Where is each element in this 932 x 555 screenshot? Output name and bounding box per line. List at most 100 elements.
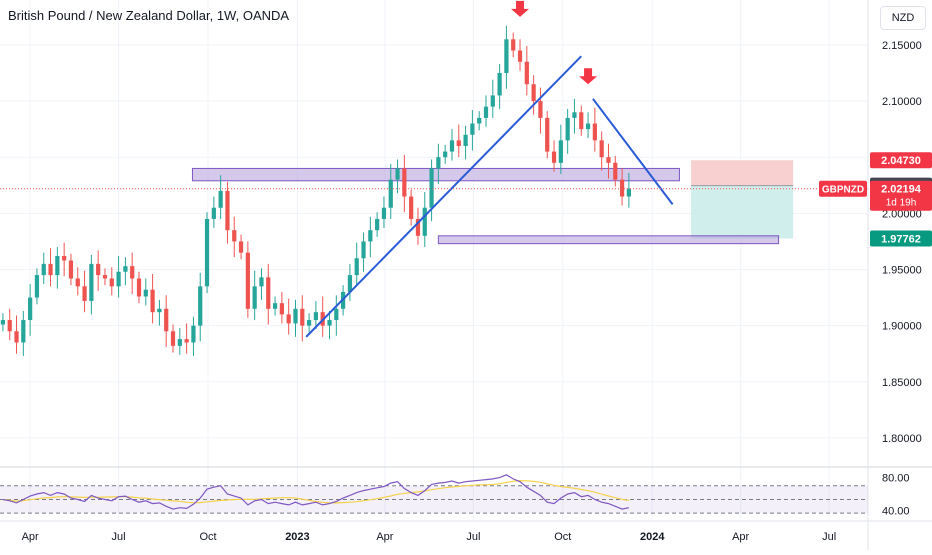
time-tick-label: Jul [466, 531, 480, 543]
candle-body [626, 188, 631, 197]
candle-body [463, 134, 468, 146]
stop-price-label-box [870, 152, 932, 169]
candle-body [531, 84, 536, 102]
candle-body [68, 260, 74, 279]
candle-body [34, 275, 40, 298]
target-price-label-box [870, 230, 932, 247]
candle-body [48, 263, 53, 276]
candle-body [606, 157, 611, 163]
candle-body [225, 190, 230, 231]
candle-body [204, 218, 210, 287]
last-price-box [870, 180, 932, 211]
candle-body [599, 140, 604, 158]
candle-body [82, 286, 87, 301]
candle-body [75, 278, 80, 287]
candle-body [245, 252, 250, 309]
candle-body [252, 286, 257, 309]
candle-body [504, 39, 509, 73]
candle-body [300, 308, 305, 326]
time-tick-label: Oct [554, 531, 571, 543]
stop-price-label-text: 2.04730 [881, 155, 921, 167]
candle-body [409, 196, 414, 219]
candle-body [545, 117, 550, 152]
price-tick-label: 1.85000 [882, 377, 922, 389]
candle-body [130, 266, 135, 279]
candle-body [198, 286, 203, 326]
candle-body [157, 308, 162, 313]
candle-body [170, 331, 176, 346]
candle-body [490, 95, 495, 107]
candle-body [592, 123, 597, 141]
candle-body [55, 256, 60, 276]
candle-body [266, 277, 271, 309]
candle-body [177, 339, 182, 346]
candle-body [102, 275, 108, 279]
candle-body [524, 61, 529, 85]
arrow-down-marker-1 [511, 0, 530, 17]
candle-body [443, 151, 448, 158]
rsi-tick-label: 40.00 [882, 505, 910, 517]
candle-body [14, 331, 19, 343]
candle-body [150, 289, 155, 313]
time-tick-label: Oct [199, 531, 216, 543]
candle-body [7, 320, 12, 332]
rsi-line [2, 474, 630, 510]
trendline-1 [305, 55, 582, 338]
symbol-tag-box [819, 180, 867, 197]
candle-body [470, 123, 475, 135]
candle-body [123, 266, 128, 272]
candle-body [449, 140, 455, 152]
price-tick-label: 1.80000 [882, 433, 922, 445]
candle-body [375, 218, 380, 231]
candle-body [211, 207, 216, 219]
candle-body [164, 308, 169, 332]
candle-body [429, 168, 434, 208]
candle-body [538, 101, 543, 118]
candle-body [517, 50, 523, 62]
candle-body [395, 168, 400, 180]
time-tick-label: Apr [376, 531, 393, 543]
price-tick-label: 1.95000 [882, 264, 922, 276]
candle-body [511, 39, 516, 51]
candle-body [381, 207, 387, 219]
target-price-label-text: 1.97762 [881, 233, 921, 245]
arrow-down-marker-2 [579, 68, 598, 85]
candle-body [565, 117, 570, 141]
time-tick-label: Jul [112, 531, 126, 543]
candle-body [415, 218, 421, 236]
candle-body [483, 106, 489, 118]
candle-body [572, 112, 577, 118]
candle-body [62, 256, 67, 261]
candle-body [109, 278, 114, 287]
candle-body [21, 320, 26, 343]
candle-body [259, 277, 264, 287]
candle-body [232, 230, 237, 242]
candle-body [272, 303, 278, 309]
time-tick-label: Apr [22, 531, 39, 543]
price-tick-label: 2.00000 [882, 208, 922, 220]
candle-body [184, 339, 189, 343]
currency-button[interactable]: NZD [880, 6, 926, 30]
candle-body [334, 308, 339, 321]
time-tick-label: 2024 [640, 531, 665, 543]
candle-body [286, 314, 291, 324]
candle-body [558, 140, 563, 163]
candle-body [306, 320, 312, 326]
symbol-tag-text: GBPNZD [822, 185, 864, 196]
rsi-tick-label: 80.00 [882, 473, 910, 485]
candle-body [368, 230, 373, 242]
candle-body [143, 289, 148, 297]
price-tick-label: 2.15000 [882, 40, 922, 52]
candle-body [28, 297, 33, 321]
candle-body [388, 179, 393, 208]
candle-body [347, 275, 353, 292]
price-tick-label: 2.10000 [882, 96, 922, 108]
candle-body [402, 168, 407, 197]
candle-body [456, 140, 461, 146]
candle-body [497, 72, 502, 96]
candle-body [191, 325, 196, 343]
candle-body [619, 179, 625, 197]
